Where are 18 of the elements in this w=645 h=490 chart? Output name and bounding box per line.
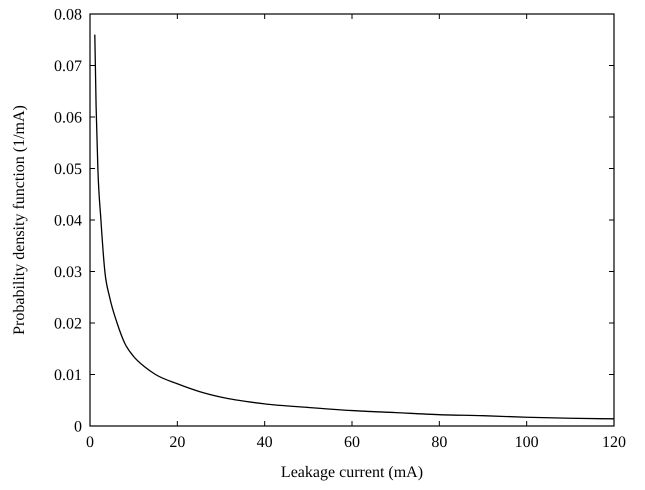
x-axis-title: Leakage current (mA): [280, 464, 424, 481]
y-tick-label: 0.02: [54, 316, 82, 333]
y-tick-label: 0.04: [54, 212, 82, 230]
y-tick-label: 0.03: [54, 264, 82, 282]
y-tick-label: 0.05: [54, 161, 82, 178]
x-tick-label: 100: [514, 434, 539, 451]
x-tick-label: 80: [431, 434, 448, 451]
y-tick-label: 0.06: [54, 110, 82, 127]
y-tick-label: 0.07: [54, 58, 82, 76]
x-tick-label: 60: [344, 434, 360, 451]
y-tick-label: 0.08: [54, 6, 82, 24]
y-tick-label: 0: [74, 418, 82, 436]
x-tick-label: 40: [256, 434, 273, 451]
y-axis-title: Probability density function (1/mA): [11, 105, 28, 335]
y-tick-label: 0.01: [54, 367, 82, 384]
x-tick-label: 120: [602, 434, 626, 451]
x-tick-label: 0: [86, 434, 94, 451]
x-tick-label: 20: [169, 434, 186, 451]
